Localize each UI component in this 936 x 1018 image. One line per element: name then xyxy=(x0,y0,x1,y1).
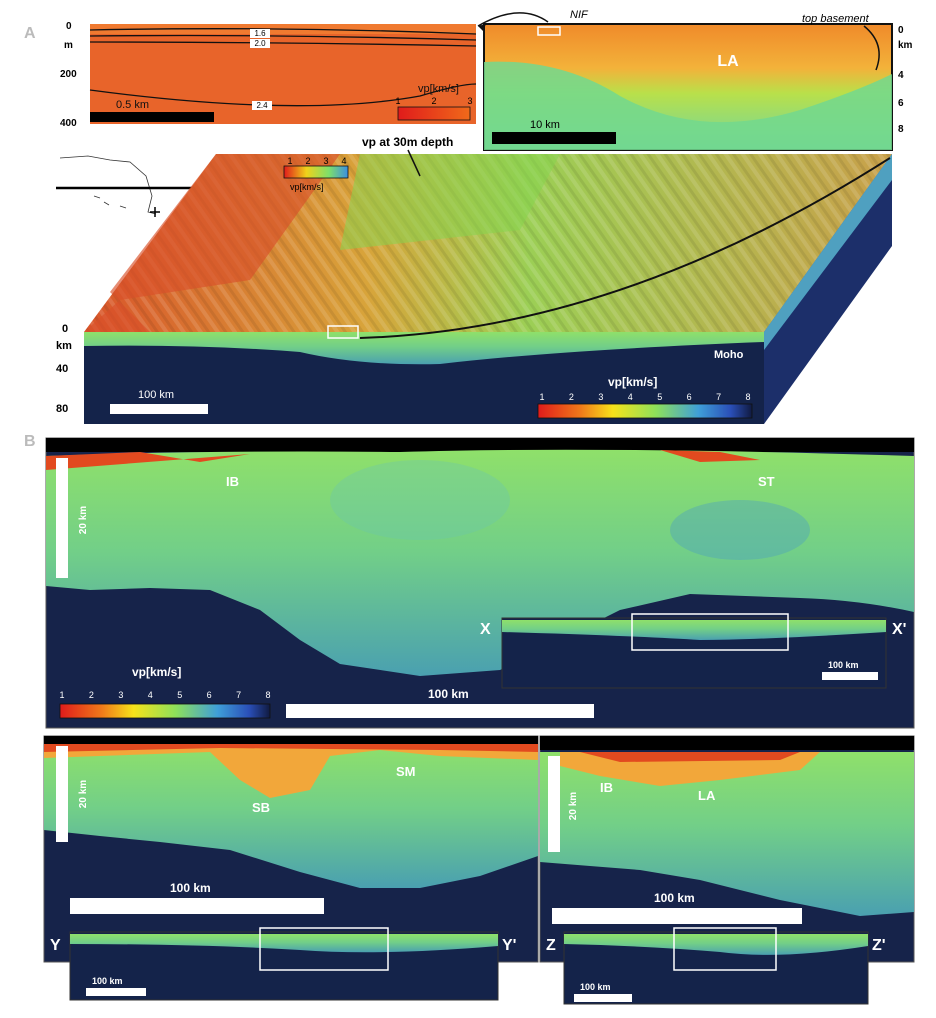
x-profile-start: X xyxy=(480,621,491,638)
x-vertical-scale: 20 km xyxy=(78,506,89,534)
z-label-la: LA xyxy=(698,788,716,803)
block-colorbar-title: vp[km/s] xyxy=(608,375,657,389)
x-cbar-tick-5: 5 xyxy=(177,690,182,700)
la-depth-4: 4 xyxy=(898,70,904,81)
block-depth-0: 0 xyxy=(62,323,68,335)
y-horizontal-scale: 100 km xyxy=(170,881,211,895)
x-label-st: ST xyxy=(758,474,775,489)
z-profile-start: Z xyxy=(546,937,556,954)
section-x: 20 km IB ST 100 km vp[km/s] 1 2 3 4 5 6 7 8 100… xyxy=(45,437,915,729)
block-depth-40: 40 xyxy=(56,363,68,375)
y-profile-start: Y xyxy=(50,937,61,954)
z-inset-scale: 100 km xyxy=(580,982,611,992)
inset-depth-tick-200: 200 xyxy=(60,69,77,80)
x-cbar-tick-4: 4 xyxy=(148,690,153,700)
la-depth-6: 6 xyxy=(898,98,904,109)
panel-label-a: A xyxy=(24,25,36,42)
moho-label: Moho xyxy=(714,349,744,361)
block-depth-80: 80 xyxy=(56,403,68,415)
inset-cbar-tick-1: 1 xyxy=(395,96,400,106)
x-colorbar-title: vp[km/s] xyxy=(132,665,181,679)
la-inset-scale: 10 km xyxy=(530,119,560,131)
z-vertical-scale: 20 km xyxy=(568,792,579,820)
location-map xyxy=(56,155,196,217)
la-basin-inset: NIF top basement LA 10 km 0 km 4 6 8 xyxy=(477,9,913,151)
z-profile-end: Z' xyxy=(872,937,886,954)
y-profile-end: Y' xyxy=(502,937,516,954)
small-cbar-tick-4: 4 xyxy=(341,156,346,166)
block-cbar-tick-4: 4 xyxy=(628,392,633,402)
inset-depth-unit: m xyxy=(64,40,73,51)
x-cbar-tick-7: 7 xyxy=(236,690,241,700)
section-z: 20 km IB LA 100 km 100 km Z Z' xyxy=(539,735,915,1005)
x-cbar-tick-8: 8 xyxy=(265,690,270,700)
small-cbar-tick-1: 1 xyxy=(287,156,292,166)
3d-velocity-block: 1 2 3 4 vp[km/s] vp at 30m depth 0 km 40… xyxy=(56,135,892,424)
y-label-sb: SB xyxy=(252,800,270,815)
block-cbar-tick-2: 2 xyxy=(569,392,574,402)
nif-label: NIF xyxy=(570,9,589,21)
y-inset-scale: 100 km xyxy=(92,976,123,986)
contour-label-3: 2.4 xyxy=(256,101,268,110)
small-cbar-tick-2: 2 xyxy=(305,156,310,166)
la-depth-0: 0 xyxy=(898,25,904,36)
block-cbar-tick-8: 8 xyxy=(745,392,750,402)
inset-depth-tick-0: 0 xyxy=(66,21,72,32)
inset-cbar-tick-2: 2 xyxy=(431,96,436,106)
contour-label-1: 1.6 xyxy=(254,29,266,38)
small-cbar-tick-3: 3 xyxy=(323,156,328,166)
inset-scale-label: 0.5 km xyxy=(116,99,149,111)
z-label-ib: IB xyxy=(600,780,613,795)
x-cbar-tick-2: 2 xyxy=(89,690,94,700)
y-vertical-scale: 20 km xyxy=(78,780,89,808)
block-cbar-tick-7: 7 xyxy=(716,392,721,402)
block-scale-label: 100 km xyxy=(138,389,174,401)
x-profile-end: X' xyxy=(892,621,906,638)
x-cbar-tick-1: 1 xyxy=(59,690,64,700)
contour-label-2: 2.0 xyxy=(254,39,266,48)
x-label-ib: IB xyxy=(226,474,239,489)
top-basement-label: top basement xyxy=(802,13,870,25)
x-inset-scale: 100 km xyxy=(828,660,859,670)
block-cbar-tick-6: 6 xyxy=(687,392,692,402)
inset-depth-tick-400: 400 xyxy=(60,118,77,129)
x-horizontal-scale: 100 km xyxy=(428,687,469,701)
panel-label-b: B xyxy=(24,433,36,450)
z-horizontal-scale: 100 km xyxy=(654,891,695,905)
la-depth-8: 8 xyxy=(898,124,904,135)
surface-depth-label: vp at 30m depth xyxy=(362,135,453,149)
small-cbar-title: vp[km/s] xyxy=(290,182,324,192)
section-y: 20 km SM SB 100 km 100 km Y Y' xyxy=(43,735,539,1001)
x-cbar-tick-6: 6 xyxy=(207,690,212,700)
la-depth-unit: km xyxy=(898,40,913,51)
y-label-sm: SM xyxy=(396,764,416,779)
la-label: LA xyxy=(717,53,739,70)
inset-colorbar-title: vp[km/s] xyxy=(418,83,459,95)
block-cbar-tick-3: 3 xyxy=(598,392,603,402)
block-cbar-tick-5: 5 xyxy=(657,392,662,402)
x-cbar-tick-3: 3 xyxy=(118,690,123,700)
block-cbar-tick-1: 1 xyxy=(539,392,544,402)
block-depth-unit: km xyxy=(56,340,72,352)
inset-cbar-tick-3: 3 xyxy=(467,96,472,106)
shallow-profile-inset: 1.6 2.0 2.4 0.5 km vp[km/s] 1 2 3 0 m 20… xyxy=(60,21,477,129)
